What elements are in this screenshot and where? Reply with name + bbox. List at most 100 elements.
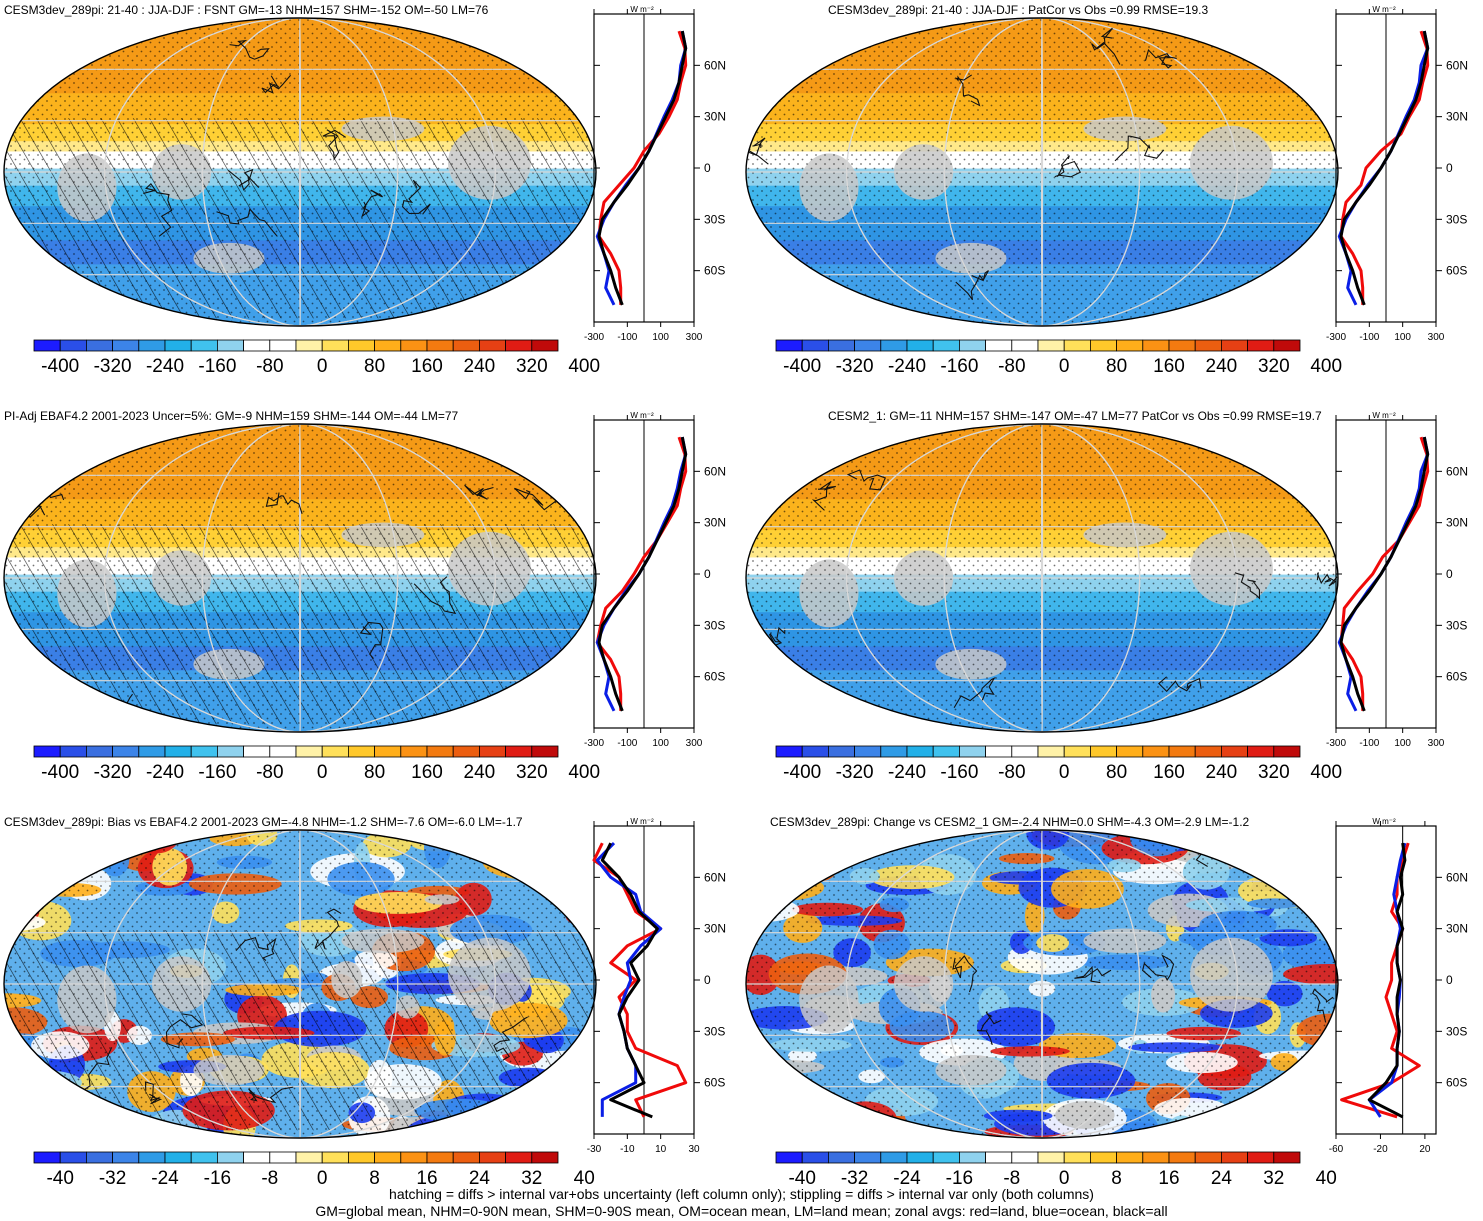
colorbar-label: -8 [1003,1168,1020,1189]
x-tick-label: 100 [1394,738,1411,749]
colorbar-box [854,339,882,352]
colorbar-label: -320 [94,356,132,377]
zonal-mean-plot: 60N 30N 0 30S 60S -300 -100 100 300 W m⁻² [584,5,726,343]
colorbar-box [59,745,87,758]
series-line-all [597,30,688,306]
colorbar-box [985,1151,1013,1164]
colorbar-box [1273,1151,1301,1164]
colorbar-box [906,1151,934,1164]
colorbar-label: -240 [146,356,184,377]
lat-tick-label: 60N [704,58,726,72]
colorbar-label: 160 [411,762,443,783]
colorbar-label: -160 [940,356,978,377]
series-line-ocean [595,436,688,712]
colorbar-box [59,1151,87,1164]
colorbar-box [1168,339,1196,352]
series-line-all [597,436,688,712]
colorbar-box [347,745,375,758]
colorbar-box [1116,745,1144,758]
colorbar-box [985,745,1013,758]
colorbar-label: -400 [783,762,821,783]
lat-tick-label: 60S [704,1076,725,1090]
colorbar-box [1011,1151,1039,1164]
colorbar-box [828,1151,856,1164]
x-tick-label: 300 [686,332,703,343]
colorbar-label: 40 [1316,1168,1337,1189]
colorbar-box [374,1151,402,1164]
colorbar-box [854,1151,882,1164]
lat-tick-label: 30S [1446,1024,1467,1038]
lat-tick-label: 30N [704,922,726,936]
lat-tick-label: 60N [704,464,726,478]
colorbar-label: -240 [146,762,184,783]
colorbar-label: 160 [1153,356,1185,377]
colorbar-label: 240 [464,356,496,377]
colorbar-box [33,339,61,352]
colorbar-label: -400 [41,762,79,783]
colorbar-box [452,339,480,352]
colorbar-box [1220,339,1248,352]
colorbar-label: 400 [1310,762,1342,783]
x-tick-label: -300 [1326,738,1346,749]
x-tick-label: -20 [1373,1144,1388,1155]
map-outline [745,17,1339,327]
colorbar-box [775,1151,803,1164]
lat-tick-label: 30S [1446,618,1467,632]
panel-3: PI-Adj EBAF4.2 2001-2023 Uncer=5%: GM=-9… [0,406,740,806]
lat-tick-label: 30N [704,516,726,530]
colorbar-box [1116,1151,1144,1164]
colorbar-label: -320 [836,356,874,377]
colorbar-label: 16 [416,1168,437,1189]
zonal-mean-plot: 60N 30N 0 30S 60S -300 -100 100 300 W m⁻² [1326,5,1468,343]
footer-line-1: hatching = diffs > internal var+obs unce… [389,1186,1094,1202]
colorbar-label: 80 [1106,356,1127,377]
colorbar-box [33,745,61,758]
colorbar-label: -32 [99,1168,126,1189]
colorbar-label: 0 [317,356,328,377]
colorbar-box [1247,1151,1275,1164]
colorbar-box [1247,745,1275,758]
series-line-all [1339,436,1430,712]
x-tick-label: 100 [652,738,669,749]
colorbar-box [295,1151,323,1164]
x-tick-label: -300 [584,738,604,749]
colorbar-box [1220,745,1248,758]
panel-5: CESM3dev_289pi: Bias vs EBAF4.2 2001-202… [0,812,740,1212]
colorbar: -400 -320 -240 -160 -80 0 80 160 240 320 400 [33,745,600,783]
colorbar-box [1089,339,1117,352]
colorbar-box [828,339,856,352]
colorbar-box [1194,745,1222,758]
colorbar-box [216,1151,244,1164]
colorbar-box [531,745,559,758]
lat-tick-label: 60S [1446,1076,1467,1090]
colorbar-label: 400 [568,762,600,783]
colorbar-label: -8 [261,1168,278,1189]
colorbar-box [932,339,960,352]
colorbar-box [505,1151,533,1164]
series-line-all [1367,842,1407,1119]
colorbar-box [112,1151,140,1164]
colorbar-box [1142,1151,1170,1164]
panel-title: CESM3dev_289pi: Change vs CESM2_1 GM=-2.… [770,815,1250,829]
units-label: W m⁻² [1372,817,1396,826]
colorbar-box [347,339,375,352]
panel-graphics: 60N 30N 0 30S 60S -300 -100 100 300 W m⁻² -400 -320… [745,411,1468,783]
panel-2: CESM3dev_289pi: 21-40 : JJA-DJF : PatCor… [742,0,1482,400]
lat-tick-label: 0 [1446,973,1453,987]
colorbar-label: 80 [364,762,385,783]
map-outline [745,829,1339,1139]
lat-tick-label: 30S [704,618,725,632]
colorbar-label: 0 [317,1168,328,1189]
lat-tick-label: 0 [1446,567,1453,581]
colorbar-box [374,745,402,758]
colorbar-box [452,1151,480,1164]
colorbar-box [985,339,1013,352]
lat-tick-label: 60S [1446,670,1467,684]
colorbar-box [1063,1151,1091,1164]
colorbar-label: 24 [469,1168,491,1189]
map-outline [3,829,597,1139]
x-tick-label: 300 [686,738,703,749]
colorbar-label: 32 [521,1168,542,1189]
lat-tick-label: 60S [704,264,725,278]
colorbar-label: -400 [41,356,79,377]
